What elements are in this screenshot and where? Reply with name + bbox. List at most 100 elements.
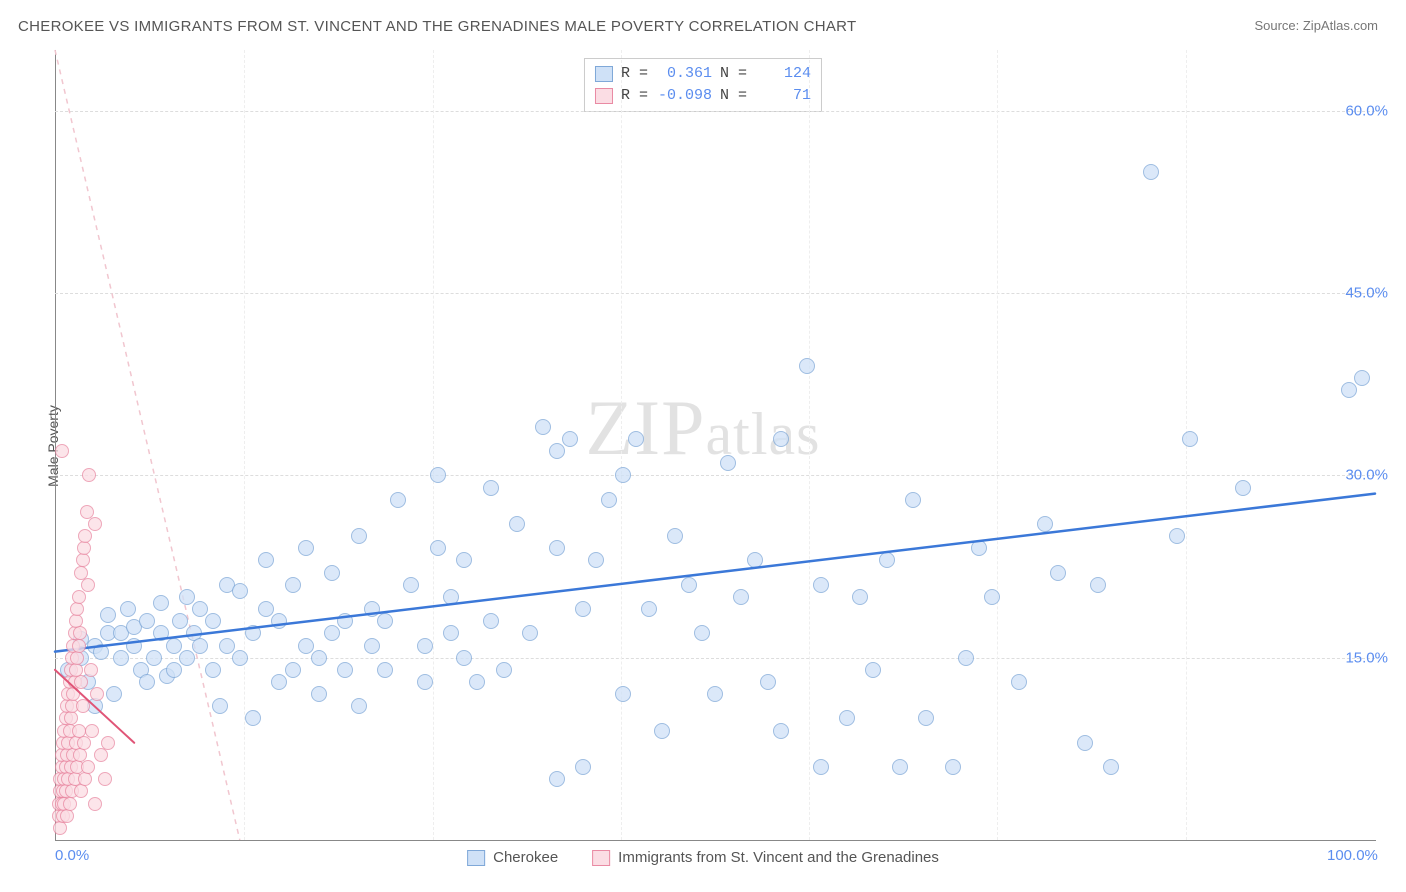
y-tick-label: 30.0%	[1345, 467, 1388, 484]
data-point	[364, 638, 380, 654]
data-point	[654, 723, 670, 739]
data-point	[179, 650, 195, 666]
data-point	[509, 516, 525, 532]
data-point	[879, 552, 895, 568]
data-point	[1182, 431, 1198, 447]
chart-title: CHEROKEE VS IMMIGRANTS FROM ST. VINCENT …	[18, 18, 857, 35]
data-point	[126, 638, 142, 654]
n-value-1: 124	[755, 63, 811, 85]
legend-swatch-pink	[592, 850, 610, 866]
data-point	[351, 698, 367, 714]
gridline-v	[809, 50, 810, 840]
data-point	[84, 663, 98, 677]
x-tick-label: 0.0%	[55, 847, 89, 864]
source-label: Source: ZipAtlas.com	[1254, 18, 1378, 33]
data-point	[100, 607, 116, 623]
data-point	[549, 443, 565, 459]
data-point	[101, 736, 115, 750]
x-tick-label: 100.0%	[1327, 847, 1378, 864]
legend-swatch-blue	[467, 850, 485, 866]
data-point	[628, 431, 644, 447]
data-point	[1235, 480, 1251, 496]
gridline-h	[55, 293, 1375, 294]
data-point	[852, 589, 868, 605]
gridline-h	[55, 658, 1375, 659]
data-point	[615, 686, 631, 702]
data-point	[81, 578, 95, 592]
data-point	[60, 809, 74, 823]
data-point	[72, 590, 86, 604]
data-point	[1011, 674, 1027, 690]
data-point	[219, 638, 235, 654]
r-label: R =	[621, 63, 648, 85]
n-value-2: 71	[755, 85, 811, 107]
data-point	[153, 625, 169, 641]
data-point	[958, 650, 974, 666]
data-point	[892, 759, 908, 775]
n-label: N =	[720, 85, 747, 107]
data-point	[298, 638, 314, 654]
data-point	[496, 662, 512, 678]
legend-swatch-pink	[595, 88, 613, 104]
data-point	[813, 759, 829, 775]
data-point	[311, 650, 327, 666]
data-point	[641, 601, 657, 617]
gridline-v	[621, 50, 622, 840]
data-point	[285, 662, 301, 678]
data-point	[192, 638, 208, 654]
data-point	[113, 650, 129, 666]
data-point	[298, 540, 314, 556]
data-point	[483, 480, 499, 496]
data-point	[55, 444, 69, 458]
data-point	[77, 736, 91, 750]
data-point	[1037, 516, 1053, 532]
data-point	[483, 613, 499, 629]
gridline-v	[244, 50, 245, 840]
data-point	[120, 601, 136, 617]
data-point	[72, 639, 86, 653]
data-point	[417, 638, 433, 654]
data-point	[456, 650, 472, 666]
data-point	[575, 759, 591, 775]
series-legend: Cherokee Immigrants from St. Vincent and…	[467, 849, 939, 866]
data-point	[601, 492, 617, 508]
data-point	[351, 528, 367, 544]
data-point	[364, 601, 380, 617]
y-tick-label: 15.0%	[1345, 649, 1388, 666]
data-point	[1354, 370, 1370, 386]
data-point	[773, 431, 789, 447]
data-point	[575, 601, 591, 617]
data-point	[549, 540, 565, 556]
legend-row-1: R = 0.361 N = 124	[595, 63, 811, 85]
data-point	[166, 638, 182, 654]
data-point	[1077, 735, 1093, 751]
data-point	[85, 724, 99, 738]
data-point	[984, 589, 1000, 605]
data-point	[1143, 164, 1159, 180]
data-point	[63, 797, 77, 811]
data-point	[232, 650, 248, 666]
data-point	[1341, 382, 1357, 398]
data-point	[88, 797, 102, 811]
data-point	[760, 674, 776, 690]
data-point	[417, 674, 433, 690]
y-tick-label: 45.0%	[1345, 285, 1388, 302]
data-point	[681, 577, 697, 593]
data-point	[377, 662, 393, 678]
data-point	[94, 748, 108, 762]
data-point	[1050, 565, 1066, 581]
data-point	[153, 595, 169, 611]
data-point	[179, 589, 195, 605]
y-tick-label: 60.0%	[1345, 102, 1388, 119]
data-point	[76, 699, 90, 713]
data-point	[549, 771, 565, 787]
data-point	[146, 650, 162, 666]
data-point	[813, 577, 829, 593]
n-label: N =	[720, 63, 747, 85]
data-point	[562, 431, 578, 447]
data-point	[615, 467, 631, 483]
legend-label-2: Immigrants from St. Vincent and the Gren…	[618, 849, 939, 866]
r-label: R =	[621, 85, 648, 107]
gridline-v	[433, 50, 434, 840]
data-point	[443, 589, 459, 605]
